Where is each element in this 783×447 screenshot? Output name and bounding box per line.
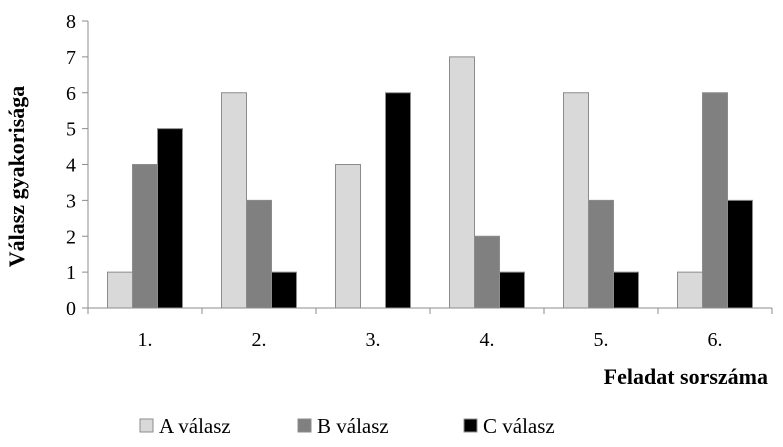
x-tick-label: 6. [708,329,723,351]
bar-a-v-lasz-6 [677,271,703,309]
x-tick-label: 5. [594,329,609,351]
bar-b-v-lasz-6 [702,92,728,309]
bar-a-v-lasz-4 [449,56,475,309]
bar-c-v-lasz-6 [727,199,753,309]
bar-a-v-lasz-5 [563,92,589,309]
bar-c-v-lasz-3 [385,92,411,309]
legend: A válasz B válasz C válasz [139,414,555,438]
legend-label-c-v-lasz: C válasz [483,414,555,438]
y-axis-ticks: 0 1 2 3 4 5 6 7 8 [66,11,88,320]
legend-label-a-v-lasz: A válasz [159,414,231,438]
x-tick-label: 1. [138,329,153,351]
y-tick-label: 5 [66,119,76,141]
y-tick-label: 3 [66,190,76,212]
legend-label-b-v-lasz: B válasz [317,414,389,438]
bar-b-v-lasz-5 [588,199,614,309]
y-tick-label: 2 [66,226,76,248]
legend-swatch-c-v-lasz [463,418,478,433]
y-tick-label: 6 [66,83,76,105]
bar-c-v-lasz-5 [613,271,639,309]
x-tick-label: 4. [480,329,495,351]
bar-a-v-lasz-2 [221,92,247,309]
x-tick-label: 3. [366,329,381,351]
bar-a-v-lasz-3 [335,164,361,309]
y-tick-label: 4 [66,155,76,177]
x-axis-title: Feladat sorszáma [604,364,768,389]
y-tick-label: 1 [66,262,76,284]
legend-swatch-b-v-lasz [297,418,312,433]
bar-c-v-lasz-4 [499,271,525,309]
bar-a-v-lasz-1 [107,271,133,309]
bars [107,56,753,309]
bar-b-v-lasz-1 [132,164,158,309]
x-axis-ticks: 1. 2. 3. 4. 5. 6. [87,308,773,351]
bar-b-v-lasz-2 [246,199,272,309]
bar-c-v-lasz-1 [157,128,183,309]
x-tick-label: 2. [252,329,267,351]
y-tick-label: 7 [66,47,76,69]
y-axis-title: Válasz gyakorisága [4,86,29,268]
y-tick-label: 0 [66,298,76,320]
bar-b-v-lasz-4 [474,235,500,309]
bar-c-v-lasz-2 [271,271,297,309]
y-tick-label: 8 [66,11,76,33]
legend-swatch-a-v-lasz [139,418,154,433]
